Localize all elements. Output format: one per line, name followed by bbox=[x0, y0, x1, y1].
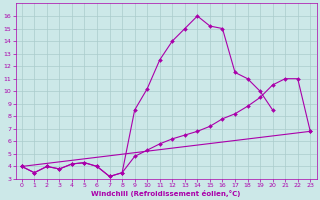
X-axis label: Windchill (Refroidissement éolien,°C): Windchill (Refroidissement éolien,°C) bbox=[91, 190, 241, 197]
